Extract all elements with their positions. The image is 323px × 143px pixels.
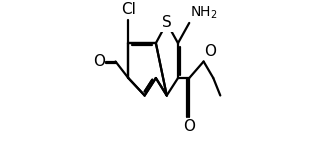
Text: NH$_2$: NH$_2$ — [191, 4, 218, 21]
Text: O: O — [183, 119, 195, 134]
Text: O: O — [93, 54, 105, 69]
Text: S: S — [162, 15, 172, 30]
Text: O: O — [204, 43, 216, 58]
Text: Cl: Cl — [121, 2, 136, 17]
